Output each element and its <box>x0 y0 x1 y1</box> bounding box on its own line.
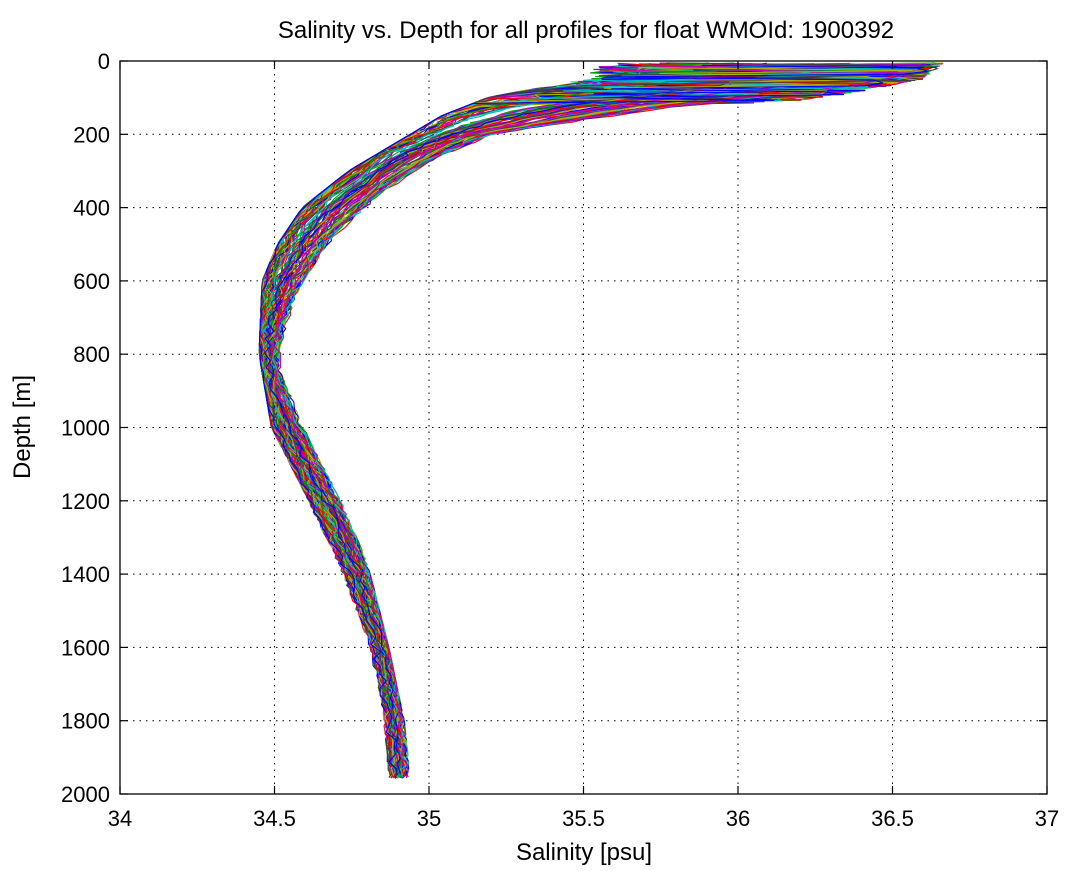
x-tick-label: 36 <box>726 806 750 831</box>
y-tick-label: 1000 <box>61 416 110 441</box>
x-tick-labels: 34 34.5 35 35.5 36 36.5 37 <box>108 806 1059 831</box>
y-tick-label: 1600 <box>61 635 110 660</box>
profile-line <box>265 67 925 769</box>
y-tick-label: 2000 <box>61 782 110 807</box>
x-tick-label: 34.5 <box>253 806 296 831</box>
x-tick-label: 34 <box>108 806 132 831</box>
profile-line <box>258 64 928 777</box>
y-tick-label: 1800 <box>61 709 110 734</box>
x-tick-label: 35.5 <box>562 806 605 831</box>
profile-line <box>271 62 884 771</box>
y-tick-label: 1200 <box>61 489 110 514</box>
y-tick-label: 200 <box>73 122 110 147</box>
y-tick-label: 0 <box>98 49 110 74</box>
profile-lines <box>258 62 944 779</box>
chart-title: Salinity vs. Depth for all profiles for … <box>278 17 894 44</box>
y-tick-label: 800 <box>73 342 110 367</box>
profile-line <box>263 63 925 779</box>
x-tick-label: 36.5 <box>871 806 914 831</box>
x-axis-title: Salinity [psu] <box>516 839 652 866</box>
x-tick-label: 35 <box>417 806 441 831</box>
profile-line <box>266 67 796 772</box>
profile-line <box>273 63 927 779</box>
y-tick-labels: 0 200 400 600 800 1000 1200 1400 1600 1800 2000 <box>61 49 110 807</box>
axis-ticks <box>119 60 1048 795</box>
x-tick-label: 37 <box>1035 806 1059 831</box>
y-tick-label: 400 <box>73 196 110 221</box>
y-axis-title: Depth [m] <box>9 375 36 479</box>
y-tick-label: 1400 <box>61 562 110 587</box>
y-tick-label: 600 <box>73 269 110 294</box>
